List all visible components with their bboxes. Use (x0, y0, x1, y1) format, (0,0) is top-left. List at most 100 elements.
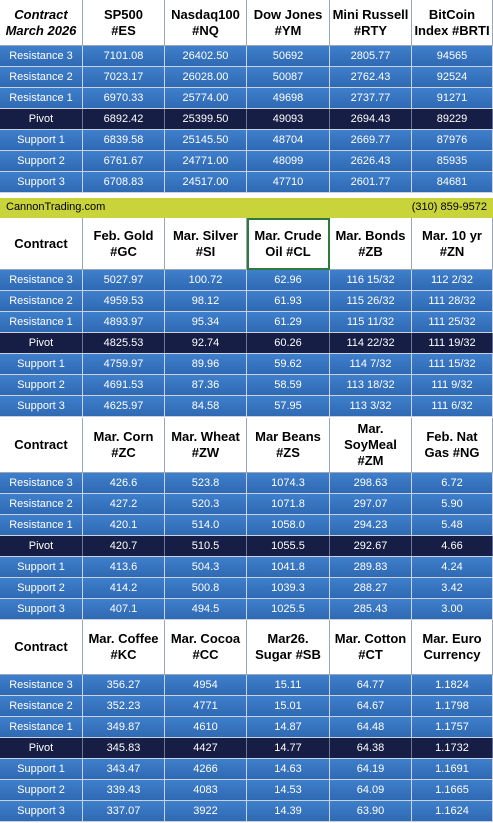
level-value: 62.96 (247, 270, 330, 290)
contract-header: Contract (0, 620, 83, 675)
level-value: 64.19 (330, 759, 412, 779)
instrument-header: Mar. Corn #ZC (83, 418, 165, 473)
level-value: 2626.43 (330, 151, 412, 171)
level-row: Support 1 343.47 4266 14.63 64.19 1.1691 (0, 759, 493, 780)
level-value: 407.1 (83, 599, 165, 619)
level-value: 91271 (412, 88, 493, 108)
level-value: 63.90 (330, 801, 412, 821)
pivot-row: Pivot 420.7 510.5 1055.5 292.67 4.66 (0, 536, 493, 557)
level-value: 343.47 (83, 759, 165, 779)
website-link[interactable]: CannonTrading.com (6, 201, 106, 213)
instrument-header: SP500 #ES (83, 0, 165, 46)
level-value: 298.63 (330, 473, 412, 493)
level-value: 6708.83 (83, 172, 165, 192)
level-value: 285.43 (330, 599, 412, 619)
level-value: 114 22/32 (330, 333, 412, 353)
level-value: 89229 (412, 109, 493, 129)
level-value: 514.0 (165, 515, 247, 535)
level-value: 426.6 (83, 473, 165, 493)
level-value: 1.1624 (412, 801, 493, 821)
level-value: 49698 (247, 88, 330, 108)
level-value: 3922 (165, 801, 247, 821)
level-row: Support 1 413.6 504.3 1041.8 289.83 4.24 (0, 557, 493, 578)
level-value: 111 6/32 (412, 396, 493, 416)
pivot-row: Pivot 4825.53 92.74 60.26 114 22/32 111 19/32 (0, 333, 493, 354)
level-value: 112 2/32 (412, 270, 493, 290)
instrument-header: Mar. Wheat #ZW (165, 418, 247, 473)
level-value: 288.27 (330, 578, 412, 598)
level-value: 24771.00 (165, 151, 247, 171)
level-value: 2737.77 (330, 88, 412, 108)
level-value: 60.26 (247, 333, 330, 353)
level-value: 111 28/32 (412, 291, 493, 311)
level-value: 25399.50 (165, 109, 247, 129)
level-value: 1074.3 (247, 473, 330, 493)
header-row: Contract March 2026 SP500 #ES Nasdaq100 #N… (0, 0, 493, 46)
level-value: 25145.50 (165, 130, 247, 150)
instrument-header: Mar. SoyMeal #ZM (330, 418, 412, 473)
level-value: 48704 (247, 130, 330, 150)
level-value: 61.29 (247, 312, 330, 332)
level-value: 345.83 (83, 738, 165, 758)
level-row: Support 3 4625.97 84.58 57.95 113 3/32 111 6/… (0, 396, 493, 417)
instrument-header: Mar. Euro Currency (412, 620, 493, 675)
contract-table-3: Contract Mar. Corn #ZC Mar. Wheat #ZW Mar B… (0, 418, 493, 620)
level-label: Pivot (0, 333, 83, 353)
level-value: 24517.00 (165, 172, 247, 192)
level-row: Support 2 339.43 4083 14.53 64.09 1.1665 (0, 780, 493, 801)
level-value: 84681 (412, 172, 493, 192)
instrument-header: BitCoin Index #BRTI (412, 0, 493, 46)
level-label: Resistance 3 (0, 270, 83, 290)
level-label: Pivot (0, 738, 83, 758)
level-label: Support 1 (0, 354, 83, 374)
level-value: 4083 (165, 780, 247, 800)
level-label: Support 2 (0, 780, 83, 800)
level-row: Resistance 1 6970.33 25774.00 49698 2737.77 9… (0, 88, 493, 109)
level-label: Resistance 1 (0, 312, 83, 332)
level-row: Support 1 6839.58 25145.50 48704 2669.77 8797… (0, 130, 493, 151)
level-value: 5027.97 (83, 270, 165, 290)
level-value: 352.23 (83, 696, 165, 716)
level-value: 2805.77 (330, 46, 412, 66)
level-value: 7101.08 (83, 46, 165, 66)
level-label: Resistance 3 (0, 675, 83, 695)
instrument-header: Mar. Cotton #CT (330, 620, 412, 675)
level-label: Pivot (0, 536, 83, 556)
level-label: Resistance 2 (0, 291, 83, 311)
level-value: 5.90 (412, 494, 493, 514)
contract-table-1: Contract March 2026 SP500 #ES Nasdaq100 #N… (0, 0, 493, 193)
level-value: 15.11 (247, 675, 330, 695)
level-value: 520.3 (165, 494, 247, 514)
level-value: 6.72 (412, 473, 493, 493)
level-value: 115 11/32 (330, 312, 412, 332)
level-value: 113 3/32 (330, 396, 412, 416)
level-value: 1.1732 (412, 738, 493, 758)
level-value: 25774.00 (165, 88, 247, 108)
level-value: 3.00 (412, 599, 493, 619)
level-value: 2694.43 (330, 109, 412, 129)
instrument-header: Mar. Cocoa #CC (165, 620, 247, 675)
level-label: Support 3 (0, 396, 83, 416)
pivot-row: Pivot 6892.42 25399.50 49093 2694.43 89229 (0, 109, 493, 130)
level-value: 64.48 (330, 717, 412, 737)
level-value: 1.1665 (412, 780, 493, 800)
level-value: 1039.3 (247, 578, 330, 598)
level-value: 1071.8 (247, 494, 330, 514)
level-value: 49093 (247, 109, 330, 129)
level-value: 50692 (247, 46, 330, 66)
level-value: 57.95 (247, 396, 330, 416)
level-label: Pivot (0, 109, 83, 129)
level-value: 4771 (165, 696, 247, 716)
level-label: Resistance 1 (0, 515, 83, 535)
level-label: Support 1 (0, 759, 83, 779)
instrument-header: Mar26. Sugar #SB (247, 620, 330, 675)
level-value: 111 9/32 (412, 375, 493, 395)
level-value: 26028.00 (165, 67, 247, 87)
level-value: 294.23 (330, 515, 412, 535)
level-value: 59.62 (247, 354, 330, 374)
level-value: 6761.67 (83, 151, 165, 171)
level-value: 427.2 (83, 494, 165, 514)
level-value: 14.63 (247, 759, 330, 779)
level-row: Support 2 4691.53 87.36 58.59 113 18/32 111 9… (0, 375, 493, 396)
level-value: 89.96 (165, 354, 247, 374)
